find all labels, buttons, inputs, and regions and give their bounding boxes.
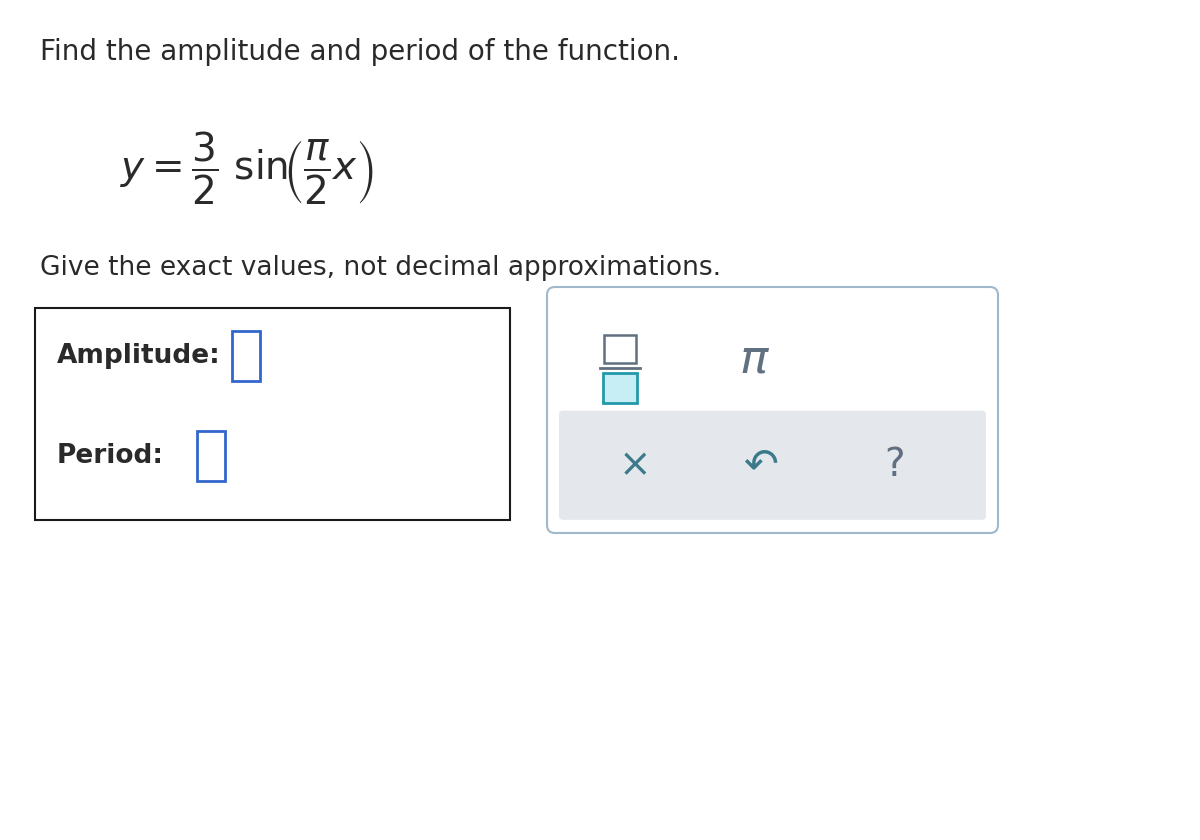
Text: $\pi$: $\pi$ [739, 338, 770, 383]
Text: ×: × [619, 446, 652, 484]
Text: ?: ? [884, 446, 905, 484]
Bar [604, 373, 637, 403]
Bar [35, 308, 510, 520]
FancyBboxPatch shape [559, 411, 986, 520]
FancyBboxPatch shape [547, 287, 998, 533]
Bar [197, 431, 226, 481]
Bar [604, 335, 636, 363]
Text: Find the amplitude and period of the function.: Find the amplitude and period of the fun… [40, 38, 680, 66]
Text: Give the exact values, not decimal approximations.: Give the exact values, not decimal appro… [40, 255, 721, 281]
Text: ↶: ↶ [743, 444, 778, 486]
Text: Period:: Period: [58, 443, 164, 469]
Text: Amplitude:: Amplitude: [58, 343, 221, 369]
Bar [232, 331, 260, 381]
Text: $y = \dfrac{3}{2}\ \mathrm{sin}\!\left(\dfrac{\pi}{2}x\right)$: $y = \dfrac{3}{2}\ \mathrm{sin}\!\left(\… [120, 130, 374, 207]
